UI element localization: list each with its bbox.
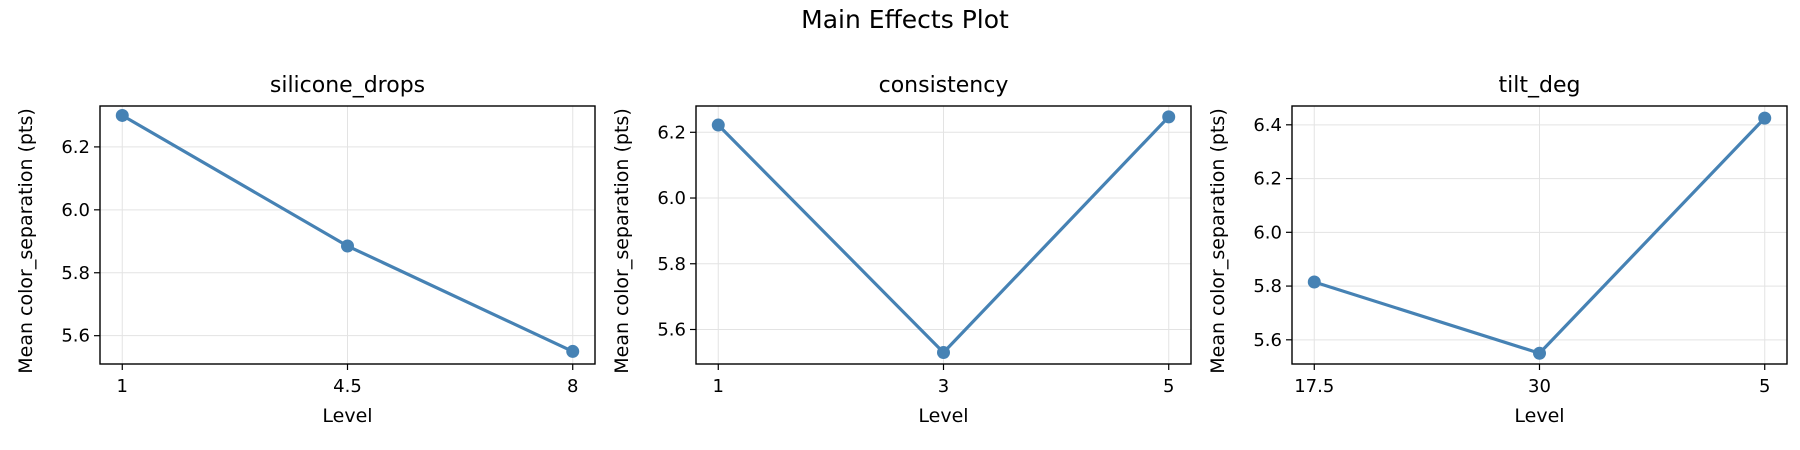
data-point [1307, 275, 1321, 289]
x-tick-label: 30 [1528, 376, 1551, 397]
x-axis-label: Level [322, 405, 372, 427]
x-tick-label: 8 [567, 376, 578, 397]
data-point [566, 344, 580, 358]
y-tick-label: 5.8 [61, 263, 90, 284]
data-point [341, 239, 354, 253]
panels-layer: 5.6 5.8 6.0 6.2 1 4.5 8 silicone_drops Level Mean… [15, 73, 1788, 427]
y-tick-label: 6.0 [61, 200, 90, 221]
x-axis-label: Level [918, 405, 968, 427]
data-point [1758, 111, 1772, 125]
data-point [115, 108, 129, 122]
figure-title: Main Effects Plot [801, 5, 1009, 34]
data-point [1533, 346, 1546, 360]
panel-3: 5.6 5.8 6.0 6.2 6.4 17.5 30 5 tilt_deg Level Mean … [1207, 73, 1788, 427]
y-tick-label: 6.2 [61, 137, 90, 158]
y-tick-label: 6.2 [657, 122, 686, 143]
x-tick-label: 5 [1759, 376, 1770, 397]
y-tick-label: 6.0 [657, 188, 686, 209]
y-tick-label: 5.8 [657, 254, 686, 275]
x-tick-label: 1 [713, 376, 724, 397]
y-tick-label: 5.6 [1253, 330, 1282, 351]
panel-title: silicone_drops [270, 73, 425, 98]
x-tick-label: 5 [1163, 376, 1174, 397]
x-tick-label: 17.5 [1294, 376, 1334, 397]
axes-frame [1291, 105, 1788, 365]
y-tick-label: 5.6 [657, 319, 686, 340]
y-tick-label: 6.0 [1253, 222, 1282, 243]
y-tick-label: 6.2 [1253, 169, 1282, 190]
panel-2: 5.6 5.8 6.0 6.2 1 3 5 consistency Level Mean colo… [611, 73, 1192, 427]
x-axis-label: Level [1514, 405, 1564, 427]
y-tick-label: 6.4 [1253, 115, 1282, 136]
y-tick-label: 5.8 [1253, 276, 1282, 297]
x-tick-label: 4.5 [333, 376, 362, 397]
panel-1: 5.6 5.8 6.0 6.2 1 4.5 8 silicone_drops Level Mean… [15, 73, 596, 427]
x-tick-label: 3 [938, 376, 949, 397]
y-axis-label: Mean color_separation (pts) [1207, 108, 1229, 374]
data-point [711, 118, 725, 132]
data-point [937, 345, 950, 359]
y-tick-label: 5.6 [61, 326, 90, 347]
panel-title: tilt_deg [1499, 73, 1581, 98]
panel-title: consistency [879, 73, 1009, 98]
data-point [1162, 110, 1176, 124]
axes-frame [695, 105, 1192, 365]
y-axis-label: Mean color_separation (pts) [15, 108, 37, 374]
x-tick-label: 1 [117, 376, 128, 397]
axes-frame [99, 105, 596, 365]
y-axis-label: Mean color_separation (pts) [611, 108, 633, 374]
